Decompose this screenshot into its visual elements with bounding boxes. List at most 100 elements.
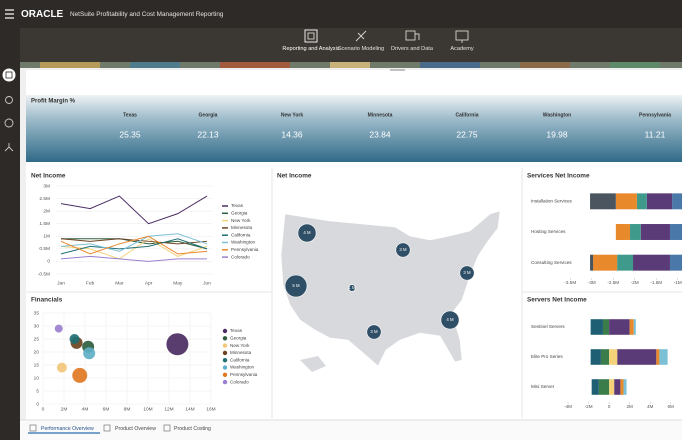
- x-tick-label: -1.5M: [650, 280, 662, 285]
- legend-swatch: [222, 350, 228, 356]
- nav-bar: [0, 28, 682, 62]
- bubble: [69, 334, 80, 344]
- x-tick-label: Feb: [86, 280, 95, 286]
- bar-segment: [598, 379, 610, 395]
- map-bubble-label: 3 M: [370, 329, 378, 334]
- chart-title: Net Income: [31, 173, 66, 180]
- x-tick-label: Apr: [145, 280, 153, 286]
- line-series: [60, 235, 208, 255]
- legend-swatch: [222, 358, 228, 363]
- y-tick-label: 0.5M: [39, 246, 50, 252]
- legend-label: Colorado: [231, 254, 250, 259]
- kpi-value: 22.13: [197, 129, 219, 139]
- map-bubble-label: 5 M: [292, 283, 300, 288]
- x-tick-label: 4M: [647, 404, 654, 409]
- tab[interactable]: Product Costing: [174, 426, 211, 432]
- nav-item[interactable]: Drivers and Data: [391, 46, 433, 52]
- legend-swatch: [222, 328, 228, 334]
- legend-swatch: [222, 343, 228, 348]
- bar-segment: [600, 349, 610, 365]
- bar-segment: [620, 379, 624, 395]
- bar-segment: [590, 254, 594, 271]
- legend-label: Washington: [230, 365, 255, 370]
- bar-segment: [590, 193, 616, 210]
- bar-segment: [615, 193, 637, 210]
- bar-segment: [590, 319, 603, 335]
- map-bubble: [297, 223, 317, 243]
- kpi-value: 11.21: [645, 129, 666, 139]
- legend-label: Georgia: [230, 336, 247, 341]
- kpi-label: Minnesota: [368, 112, 393, 118]
- tab[interactable]: Performance Overview: [41, 426, 94, 432]
- bar-segment: [630, 224, 641, 240]
- kpi-value: 19.98: [546, 129, 568, 139]
- sidebar-icons[interactable]: [2, 68, 16, 152]
- nav-icons[interactable]: [304, 29, 469, 43]
- bar-segment: [609, 319, 630, 335]
- tab-icons: [29, 424, 171, 432]
- legend-label: Washington: [231, 240, 256, 245]
- x-tick-label: -3M: [588, 280, 596, 285]
- category-label: Consulting Services: [531, 260, 572, 265]
- nav-item[interactable]: Scenario Modeling: [337, 46, 385, 52]
- pattern-strip: [0, 62, 682, 68]
- x-tick-label: 4M: [82, 406, 89, 412]
- nav-item[interactable]: Reporting and Analysis: [282, 46, 340, 52]
- legend-label: Colorado: [230, 379, 249, 384]
- y-tick-label: 5: [36, 388, 39, 394]
- line-series: [60, 233, 208, 252]
- map-bubble-label: 3 M: [399, 247, 407, 252]
- x-tick-label: 14M: [185, 406, 194, 412]
- x-tick-label: May: [173, 280, 183, 286]
- line-series: [60, 238, 208, 260]
- menu-icon[interactable]: [5, 9, 14, 19]
- x-tick-label: 0: [608, 404, 611, 409]
- bar-segment: [615, 224, 631, 240]
- tab[interactable]: Product Overview: [115, 426, 156, 432]
- bubble: [83, 347, 96, 360]
- kpi-label: New York: [281, 112, 304, 118]
- legend-label: Minnesota: [230, 350, 252, 355]
- kpi-title: Profit Margin %: [31, 99, 76, 105]
- app-title: NetSuite Profitability and Cost Manageme…: [70, 11, 224, 18]
- bar-segment: [636, 193, 647, 210]
- kpi-value: 25.35: [119, 129, 141, 139]
- map-bubble: [284, 274, 308, 298]
- bubble: [54, 324, 63, 333]
- nav-item[interactable]: Academy: [450, 46, 474, 52]
- x-tick-label: 12M: [164, 406, 173, 412]
- x-tick-label: Jun: [203, 280, 211, 286]
- legend-label: Georgia: [231, 211, 248, 216]
- x-tick-label: 6M: [103, 406, 110, 412]
- map-bubble: [366, 324, 382, 340]
- category-label: Installation Services: [531, 199, 573, 204]
- legend-label: New York: [230, 343, 250, 348]
- bar-segment: [617, 349, 657, 365]
- line-series: [60, 238, 208, 255]
- y-tick-label: 10: [34, 375, 40, 381]
- bar-segment: [602, 319, 610, 335]
- legend-swatch: [222, 372, 228, 377]
- top-bar: [0, 0, 682, 28]
- chart-title: Net Income: [277, 173, 312, 180]
- bar-segment: [617, 254, 634, 271]
- bar-segment: [656, 349, 660, 365]
- y-tick-label: 2.5M: [39, 196, 50, 202]
- panel-dividers: [26, 168, 682, 418]
- kpi-value: 22.75: [456, 129, 478, 139]
- bar-segment: [593, 254, 618, 271]
- y-tick-label: 1M: [43, 234, 50, 240]
- x-tick-label: -2M: [585, 404, 593, 409]
- x-tick-label: 2M: [61, 406, 68, 412]
- kpi-label: Washington: [543, 112, 571, 118]
- chart-title: Services Net Income: [527, 173, 590, 180]
- kpi-value: 14.36: [281, 129, 303, 139]
- legend-swatch: [222, 336, 228, 341]
- kpi-label: Pennsylvania: [639, 112, 671, 118]
- line-series: [60, 195, 208, 225]
- y-tick-label: 1.5M: [39, 221, 50, 227]
- chart-title: Servers Net Income: [527, 297, 587, 304]
- y-tick-label: 2M: [43, 208, 50, 214]
- y-tick-label: 3M: [43, 183, 50, 189]
